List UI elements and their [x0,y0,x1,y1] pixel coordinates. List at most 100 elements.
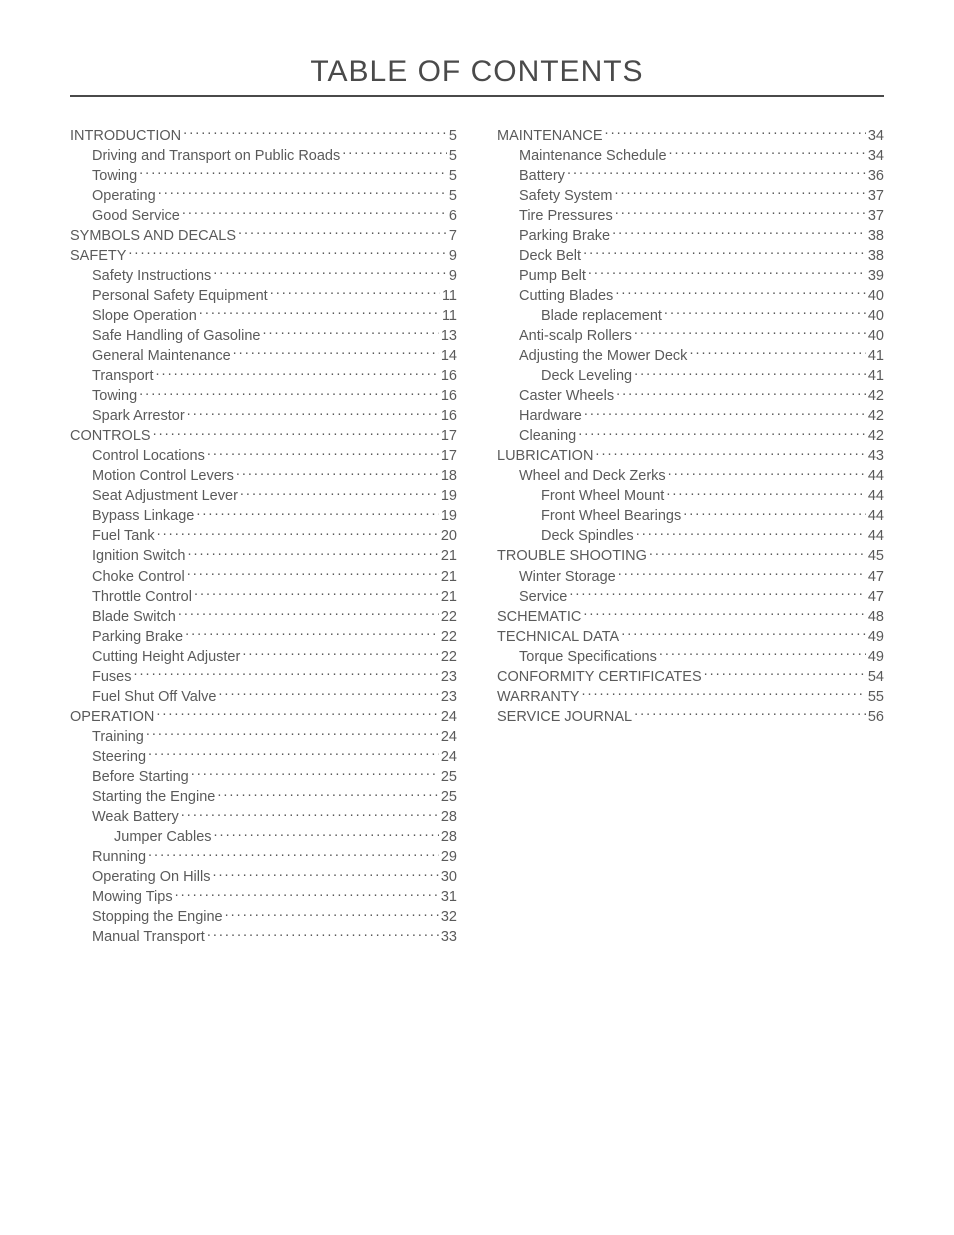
toc-entry-page: 18 [441,467,457,486]
toc-entry-label: Blade Switch [92,608,176,627]
toc-entry: Control Locations17 [70,446,457,466]
toc-entry: Safety Instructions9 [70,265,457,285]
toc-entry-label: Tire Pressures [519,207,613,226]
toc-leader-dots [148,847,439,862]
toc-entry-page: 6 [449,207,457,226]
toc-entry-label: Fuses [92,668,132,687]
toc-entry-page: 42 [868,427,884,446]
toc-entry: Deck Leveling41 [497,366,884,386]
toc-columns: INTRODUCTION5Driving and Transport on Pu… [70,125,884,947]
toc-leader-dots [156,366,439,381]
toc-entry: Spark Arrestor 16 [70,406,457,426]
toc-entry: SAFETY9 [70,245,457,265]
toc-entry: Motion Control Levers18 [70,466,457,486]
toc-entry: Before Starting 25 [70,767,457,787]
toc-entry-page: 25 [441,768,457,787]
toc-entry: Caster Wheels42 [497,386,884,406]
toc-entry: Choke Control21 [70,566,457,586]
toc-leader-dots [178,606,439,621]
toc-entry-page: 24 [441,728,457,747]
toc-leader-dots [134,666,439,681]
title-rule [70,95,884,97]
toc-entry-label: Weak Battery [92,808,179,827]
toc-leader-dots [196,506,438,521]
toc-leader-dots [236,466,439,481]
toc-entry: Hardware42 [497,406,884,426]
toc-leader-dots [233,346,439,361]
toc-entry-label: Towing [92,167,137,186]
toc-entry-label: Throttle Control [92,588,192,607]
toc-entry: WARRANTY55 [497,686,884,706]
toc-entry-label: Stopping the Engine [92,908,223,927]
toc-leader-dots [214,827,439,842]
toc-entry: SCHEMATIC48 [497,606,884,626]
toc-leader-dots [616,386,866,401]
toc-entry-page: 16 [441,407,457,426]
toc-entry-page: 22 [441,648,457,667]
toc-entry-label: Deck Leveling [541,367,632,386]
toc-leader-dots [583,606,866,621]
toc-entry: Seat Adjustment Lever19 [70,486,457,506]
toc-leader-dots [659,646,866,661]
toc-leader-dots [634,325,866,340]
toc-entry-page: 5 [449,167,457,186]
toc-entry: Cutting Blades40 [497,285,884,305]
toc-entry: Bypass Linkage19 [70,506,457,526]
toc-leader-dots [156,706,439,721]
toc-entry: Front Wheel Mount44 [497,486,884,506]
toc-entry-page: 21 [441,547,457,566]
toc-leader-dots [669,145,866,160]
toc-entry-page: 20 [441,527,457,546]
toc-leader-dots [158,185,447,200]
toc-leader-dots [270,285,440,300]
page: TABLE OF CONTENTS INTRODUCTION5Driving a… [0,0,954,947]
toc-entry: Torque Specifications49 [497,646,884,666]
toc-leader-dots [242,646,439,661]
toc-leader-dots [621,626,866,641]
toc-entry-page: 38 [868,227,884,246]
toc-entry-label: INTRODUCTION [70,127,181,146]
toc-entry-page: 29 [441,848,457,867]
toc-entry-page: 38 [868,247,884,266]
toc-entry-page: 42 [868,407,884,426]
toc-entry: Anti-scalp Rollers40 [497,325,884,345]
toc-leader-dots [187,406,439,421]
toc-entry-label: SCHEMATIC [497,608,581,627]
toc-entry-page: 32 [441,908,457,927]
toc-entry-label: Parking Brake [519,227,610,246]
toc-entry-page: 34 [868,147,884,166]
toc-entry-label: Towing [92,387,137,406]
toc-leader-dots [128,245,447,260]
toc-entry-label: Transport [92,367,154,386]
toc-leader-dots [615,285,866,300]
toc-entry: TECHNICAL DATA49 [497,626,884,646]
toc-entry-label: Before Starting [92,768,189,787]
toc-entry-label: Good Service [92,207,180,226]
toc-entry: Deck Spindles44 [497,526,884,546]
toc-entry-page: 17 [441,427,457,446]
toc-entry: Maintenance Schedule34 [497,145,884,165]
toc-leader-dots [668,466,866,481]
toc-entry-label: Safe Handling of Gasoline [92,327,260,346]
toc-entry-label: LUBRICATION [497,447,593,466]
toc-entry: Ignition Switch21 [70,546,457,566]
toc-entry: Tire Pressures37 [497,205,884,225]
toc-entry: SERVICE JOURNAL56 [497,706,884,726]
toc-entry-label: Spark Arrestor [92,407,185,426]
toc-entry-label: Safety Instructions [92,267,211,286]
toc-entry-page: 5 [449,147,457,166]
toc-entry-page: 37 [868,187,884,206]
toc-leader-dots [649,546,866,561]
toc-entry-page: 22 [441,608,457,627]
toc-leader-dots [578,426,866,441]
toc-entry: Starting the Engine25 [70,787,457,807]
toc-leader-dots [187,566,439,581]
toc-leader-dots [683,506,866,521]
toc-leader-dots [636,526,866,541]
toc-entry-label: Control Locations [92,447,205,466]
toc-leader-dots [689,346,865,361]
toc-leader-dots [612,225,866,240]
toc-entry: Operating5 [70,185,457,205]
toc-entry-label: Operating On Hills [92,868,210,887]
toc-entry: Parking Brake 38 [497,225,884,245]
